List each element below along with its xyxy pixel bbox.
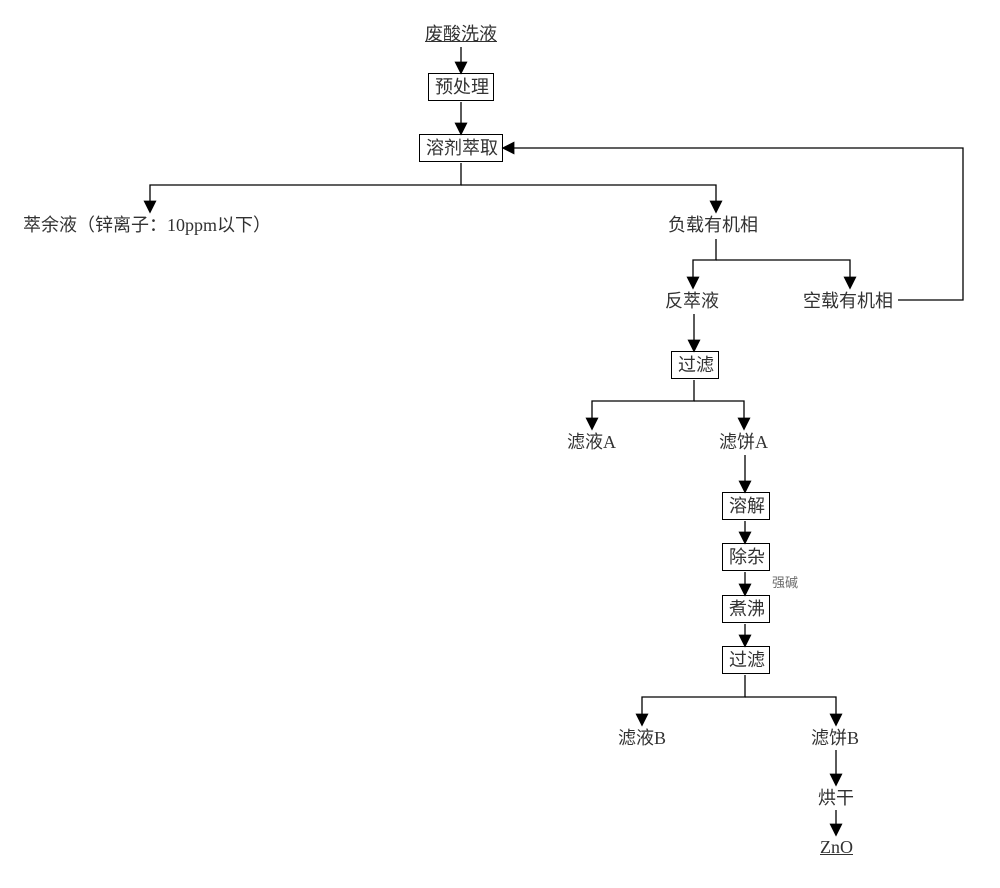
- cake-b-label: 滤饼B: [811, 727, 859, 750]
- filter1-right-down: [694, 401, 744, 428]
- filter2-right-down: [745, 697, 836, 724]
- extract-right-down: [461, 185, 716, 211]
- filter1-box: 过滤: [671, 351, 719, 379]
- filter2-box: 过滤: [722, 646, 770, 674]
- waste-acid-label: 废酸洗液: [425, 23, 497, 46]
- pretreat-box: 预处理: [428, 73, 494, 101]
- loaded-left-down: [693, 239, 716, 287]
- empty-org-label: 空载有机相: [803, 290, 893, 313]
- zno-label: ZnO: [820, 836, 853, 859]
- solvent-extract-box: 溶剂萃取: [419, 134, 503, 162]
- filtrate-a-label: 滤液A: [567, 431, 616, 454]
- extract-left-down: [150, 163, 461, 211]
- dry-label: 烘干: [818, 787, 854, 810]
- loaded-right-down: [716, 260, 850, 287]
- strong-base-label: 强碱: [772, 575, 798, 592]
- raffinate-label: 萃余液（锌离子：10ppm以下）: [23, 214, 271, 237]
- filter1-left-down: [592, 380, 694, 428]
- filtrate-b-label: 滤液B: [618, 727, 666, 750]
- back-extract-label: 反萃液: [665, 290, 719, 313]
- cake-a-label: 滤饼A: [719, 431, 768, 454]
- dissolve-box: 溶解: [722, 492, 770, 520]
- remove-imp-box: 除杂: [722, 543, 770, 571]
- filter2-left-down: [642, 675, 745, 724]
- boil-box: 煮沸: [722, 595, 770, 623]
- loaded-org-label: 负载有机相: [668, 214, 758, 237]
